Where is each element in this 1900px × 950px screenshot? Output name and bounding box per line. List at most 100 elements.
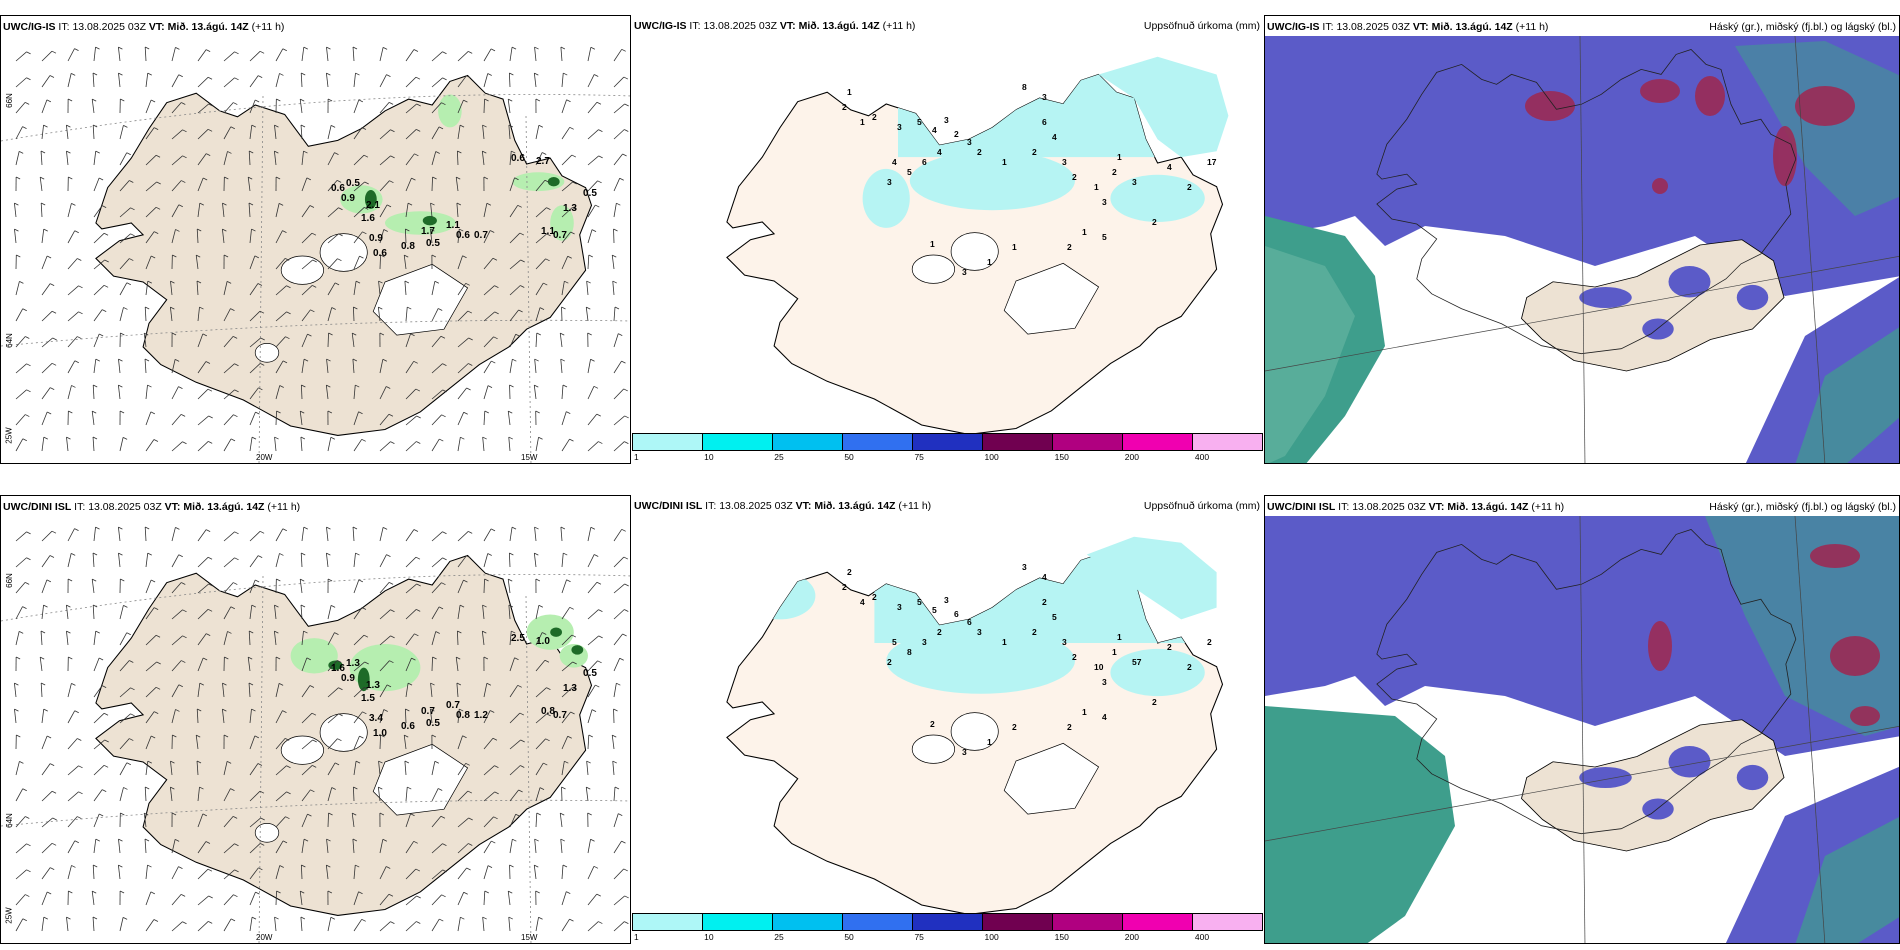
wind-value-label: 1.6 bbox=[361, 213, 375, 224]
wind-barb-flag bbox=[432, 656, 437, 660]
wind-barb-flag bbox=[438, 308, 443, 311]
wind-barb-flag bbox=[258, 75, 263, 79]
wind-barb-flag bbox=[208, 441, 213, 444]
wind-barb-flag bbox=[199, 682, 204, 686]
wind-barb bbox=[535, 233, 547, 244]
wind-barb bbox=[483, 816, 494, 828]
wind-barb-flag bbox=[459, 708, 464, 712]
wind-barb-flag bbox=[561, 306, 566, 310]
wind-barb bbox=[145, 919, 155, 932]
wind-barb-flag bbox=[415, 556, 421, 560]
wind-barb-flag bbox=[597, 660, 602, 664]
wind-barb bbox=[379, 102, 390, 114]
wind-barb-flag bbox=[414, 633, 419, 637]
wind-barb bbox=[273, 631, 277, 646]
wind-barb-flag bbox=[463, 99, 468, 103]
wind-barb bbox=[613, 360, 622, 374]
wind-barb bbox=[169, 787, 173, 802]
wind-barb-flag bbox=[512, 838, 517, 842]
wind-barb-flag bbox=[226, 280, 232, 284]
wind-barb-flag bbox=[598, 129, 603, 133]
wind-barb-flag bbox=[257, 283, 263, 286]
wind-barb-flag bbox=[95, 46, 100, 50]
wind-barb bbox=[92, 437, 95, 452]
wind-barb-flag bbox=[22, 438, 27, 442]
wind-barb bbox=[611, 255, 615, 270]
wind-barb-flag bbox=[355, 72, 360, 76]
wind-barb-flag bbox=[442, 869, 447, 873]
wind-barb bbox=[405, 415, 417, 426]
wind-barb bbox=[197, 333, 204, 348]
wind-barb-flag bbox=[482, 124, 487, 128]
wind-value-label: 0.6 bbox=[456, 230, 470, 241]
wind-value-label: 1.0 bbox=[536, 636, 550, 647]
wind-barb-flag bbox=[155, 634, 161, 638]
wind-barb-flag bbox=[621, 48, 626, 52]
wind-barb bbox=[145, 735, 152, 750]
wind-barb-flag bbox=[51, 50, 57, 54]
wind-barb bbox=[612, 281, 615, 296]
wind-barb-flag bbox=[98, 177, 104, 181]
wind-barb bbox=[249, 531, 261, 542]
wind-barb-flag bbox=[410, 333, 415, 337]
wind-barb bbox=[171, 554, 180, 568]
wind-barb bbox=[405, 203, 409, 218]
wind-barb bbox=[67, 311, 79, 322]
wind-barb-flag bbox=[612, 734, 617, 738]
wind-barb-flag bbox=[386, 74, 391, 77]
wind-barb bbox=[403, 735, 407, 750]
wind-barb bbox=[93, 527, 96, 542]
wind-barb-flag bbox=[509, 72, 514, 76]
wind-barb bbox=[119, 152, 128, 166]
wind-barb bbox=[117, 385, 121, 400]
wind-barb-flag bbox=[234, 869, 239, 873]
wind-barb-flag bbox=[338, 713, 343, 717]
wind-barb-flag bbox=[355, 864, 360, 868]
wind-barb bbox=[145, 865, 148, 880]
wind-barb bbox=[587, 921, 599, 932]
wind-barb bbox=[66, 437, 69, 452]
wind-barb bbox=[15, 308, 24, 322]
wind-barb bbox=[67, 865, 72, 880]
colorbar-label: 400 bbox=[1194, 452, 1210, 462]
wind-barb-flag bbox=[259, 790, 265, 794]
wind-barb-flag bbox=[545, 258, 550, 262]
wind-barb-flag bbox=[122, 436, 128, 440]
wind-barb-flag bbox=[311, 712, 317, 716]
wind-barb bbox=[119, 258, 130, 270]
wind-barb-flag bbox=[120, 332, 125, 336]
wind-barb bbox=[405, 177, 412, 192]
wind-barb bbox=[223, 363, 235, 374]
wind-barb bbox=[196, 281, 199, 296]
precip-value-label: 2 bbox=[887, 657, 892, 667]
precip-value-label: 1 bbox=[930, 239, 935, 249]
wind-barb-flag bbox=[182, 155, 187, 159]
wind-barb bbox=[457, 337, 469, 348]
wind-barb bbox=[483, 73, 489, 88]
wind-barb-flag bbox=[566, 411, 571, 415]
wind-barb-flag bbox=[309, 685, 315, 688]
wind-barb bbox=[223, 788, 231, 802]
wind-barb-flag bbox=[595, 204, 600, 208]
wind-barb bbox=[14, 203, 17, 218]
wind-barb bbox=[118, 553, 121, 568]
wind-barb bbox=[379, 635, 391, 646]
wind-barb bbox=[535, 812, 538, 828]
wind-barb-flag bbox=[543, 282, 548, 286]
wind-barb bbox=[327, 738, 338, 750]
wind-barb-flag bbox=[49, 283, 55, 286]
wind-barb bbox=[457, 283, 467, 296]
wind-barb bbox=[405, 529, 415, 542]
wind-barb-flag bbox=[284, 258, 290, 261]
wind-barb bbox=[561, 154, 573, 166]
wind-barb-flag bbox=[593, 385, 599, 389]
wind-barb-flag bbox=[619, 177, 624, 181]
wind-barb bbox=[561, 865, 564, 880]
wind-barb-flag bbox=[46, 99, 52, 103]
wind-barb-flag bbox=[390, 609, 395, 613]
wind-barb-flag bbox=[326, 838, 331, 842]
wind-barb-flag bbox=[118, 864, 123, 868]
wind-barb-flag bbox=[338, 233, 343, 237]
wind-barb-flag bbox=[77, 738, 82, 741]
wind-barb-flag bbox=[181, 582, 186, 585]
